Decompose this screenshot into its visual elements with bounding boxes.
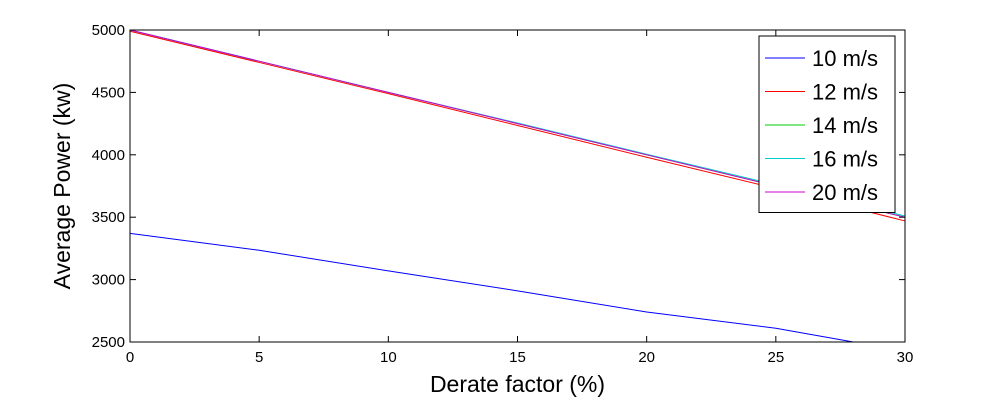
y-axis-ticks: 2500 3000 3500 4000 4500 5000 [92, 22, 905, 351]
y-tick-label: 3500 [92, 209, 125, 226]
legend-label: 10 m/s [812, 46, 878, 71]
x-tick-label: 20 [638, 349, 655, 366]
x-axis-ticks: 0 5 10 15 20 25 30 [126, 30, 914, 366]
legend: 10 m/s 12 m/s 14 m/s 16 m/s 20 m/s [758, 35, 896, 213]
y-tick-label: 2500 [92, 334, 125, 351]
y-tick-label: 4000 [92, 147, 125, 164]
legend-label: 12 m/s [812, 80, 878, 105]
legend-label: 14 m/s [812, 113, 878, 138]
series-line-0 [129, 232, 854, 343]
x-tick-label: 0 [126, 349, 134, 366]
y-tick-label: 4500 [92, 84, 125, 101]
x-tick-label: 25 [767, 349, 784, 366]
x-tick-label: 15 [509, 349, 526, 366]
legend-label: 20 m/s [812, 180, 878, 205]
legend-label: 16 m/s [812, 147, 878, 172]
y-axis-label: Average Power (kw) [49, 83, 75, 290]
x-tick-label: 10 [380, 349, 397, 366]
legend-box [758, 35, 896, 213]
x-tick-label: 30 [897, 349, 914, 366]
x-tick-label: 5 [255, 349, 263, 366]
x-axis-label: Derate factor (%) [430, 371, 605, 397]
y-tick-label: 5000 [92, 22, 125, 39]
y-tick-label: 3000 [92, 272, 125, 289]
